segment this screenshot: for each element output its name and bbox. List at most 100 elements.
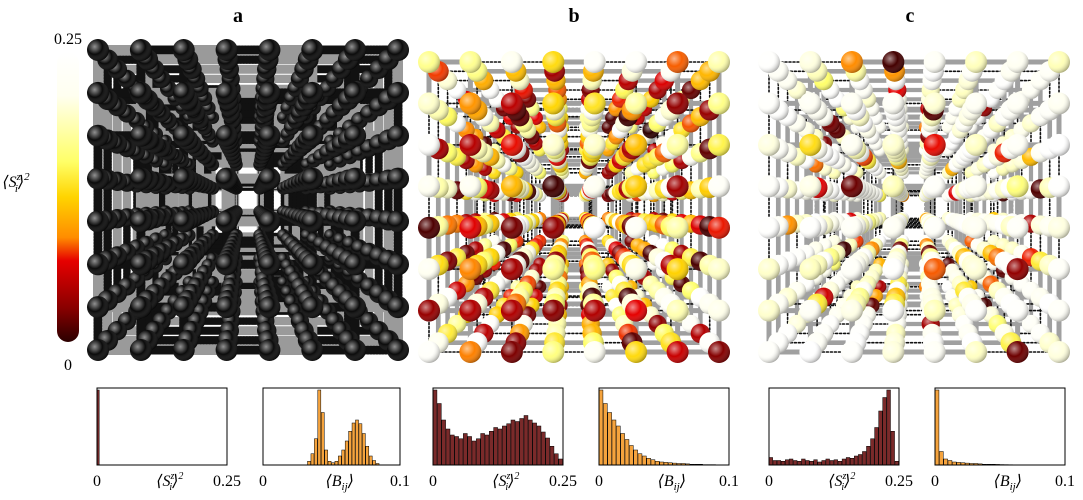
lattice-b-site-shade [500,258,523,281]
lattice-b-site-shade [666,299,689,322]
lattice-a [87,39,409,361]
lattice-a-site-shade [258,81,281,104]
lattice-b-site-shade [500,299,523,322]
lattice-b-site-shade [542,299,565,322]
lattice-a-site-shade [258,39,281,61]
lattice-b-site-shade [542,92,565,115]
panel-label-b: b [568,5,579,27]
lattice-b-site-shade [500,133,523,156]
lattice-a-site-shade [87,296,109,319]
lattice-a-site-shade [129,81,152,104]
lattice-b-site-shade [500,216,523,239]
lattice-b-site-shade [625,216,648,239]
lattice-a-site-shade [387,81,409,104]
lattice-b-site-shade [459,258,482,281]
lattice-c [758,51,1070,363]
lattice-a-site-shade [258,296,281,319]
lattice-b-site-shade [542,51,565,73]
lattice-b [418,51,730,363]
lattice-a-site-shade [87,253,109,276]
lattice-a-site-shade [129,167,152,190]
lattice-a-site-shade [215,210,238,233]
lattice-b-site-shade [459,341,482,363]
lattice-b-site-shade [418,175,440,198]
lattice-a-site-shade [129,296,152,319]
colorbar-axis-label: ⟨Sz i⟩2 [2,171,30,195]
lattice-b-site-shade [708,341,730,363]
lattice-a-site-shade [258,339,281,361]
colorbar-max-label: 0.25 [54,31,82,48]
lattice-a-site-shade [344,39,367,61]
lattice-b-site-shade [708,51,730,73]
lattice-b-site-shade [542,341,565,363]
lattice-a-site-shade [301,39,324,61]
lattice-b-site-shade [418,92,440,115]
lattice-b-site-shade [666,258,689,281]
lattice-b-site-shade [459,299,482,322]
lattice-b-site-shade [583,299,606,322]
lattice-b-site-shade [459,175,482,198]
panel-label-a: a [233,5,243,27]
lattice-a-site-shade [129,339,152,361]
lattice-a-site-shade [172,296,195,319]
lattice-a-site-shade [129,210,152,233]
lattice-b-site-shade [542,258,565,281]
lattice-b-site-shade [666,341,689,363]
lattice-b-site-shade [625,341,648,363]
lattice-a-site-shade [87,339,109,361]
lattice-b-site-shade [542,216,565,239]
lattice-b-site-shade [666,216,689,239]
colorbar: 0.25 0 ⟨Sz i⟩2 [2,31,82,374]
lattice-a-site-shade [301,210,324,233]
lattice-b-site-shade [708,299,730,322]
lattice-b-site-shade [542,175,565,198]
lattice-a-site-shade [129,39,152,61]
lattice-b-site-shade [459,51,482,73]
lattice-b-site-shade [583,258,606,281]
lattice-b-site-shade [708,216,730,239]
lattice-b-site-shade [583,133,606,156]
lattice-b-site-shade [625,92,648,115]
lattice-a-site-shade [301,253,324,276]
lattice-a-site-shade [258,124,281,147]
lattice-b-site-shade [459,216,482,239]
lattice-b-site-shade [708,258,730,281]
panel-label-c: c [906,5,915,27]
lattice-b-site-shade [500,51,523,73]
lattice-a-site-shade [129,253,152,276]
lattice-b-site-shade [500,341,523,363]
lattice-a-site-shade [258,253,281,276]
lattice-a-site-shade [387,39,409,61]
lattice-a-site-shade [344,253,367,276]
lattice-a-site-shade [87,81,109,104]
lattice-b-site-shade [459,92,482,115]
lattice-a-site-shade [172,167,195,190]
lattice-b-site-shade [583,175,606,198]
lattice-b-site-shade [583,216,606,239]
lattice-b-site-shade [666,92,689,115]
lattice-a-site-shade [129,124,152,147]
lattice-a-site-shade [387,253,409,276]
lattice-a-site-shade [387,167,409,190]
lattice-a-site-shade [301,81,324,104]
lattice-b-sites [418,51,730,363]
lattice-a-site-shade [301,296,324,319]
lattice-b-site-shade [708,175,730,198]
lattice-a-site-shade [87,124,109,147]
lattice-a-site-shade [215,339,238,361]
lattice-b-site-shade [625,299,648,322]
lattice-a-site-shade [344,124,367,147]
lattice-a-sites [87,39,409,361]
lattice-a-site-shade [87,210,109,233]
lattice-a-site-shade [258,167,281,190]
lattice-a-site-shade [215,81,238,104]
lattice-b-site-shade [625,133,648,156]
lattice-a-site-shade [87,39,109,61]
lattice-a-site-shade [87,167,109,190]
lattice-a-site-shade [215,253,238,276]
lattice-b-site-shade [625,51,648,73]
lattice-a-site-shade [172,253,195,276]
lattice-a-site-shade [301,339,324,361]
lattice-b-site-shade [625,258,648,281]
